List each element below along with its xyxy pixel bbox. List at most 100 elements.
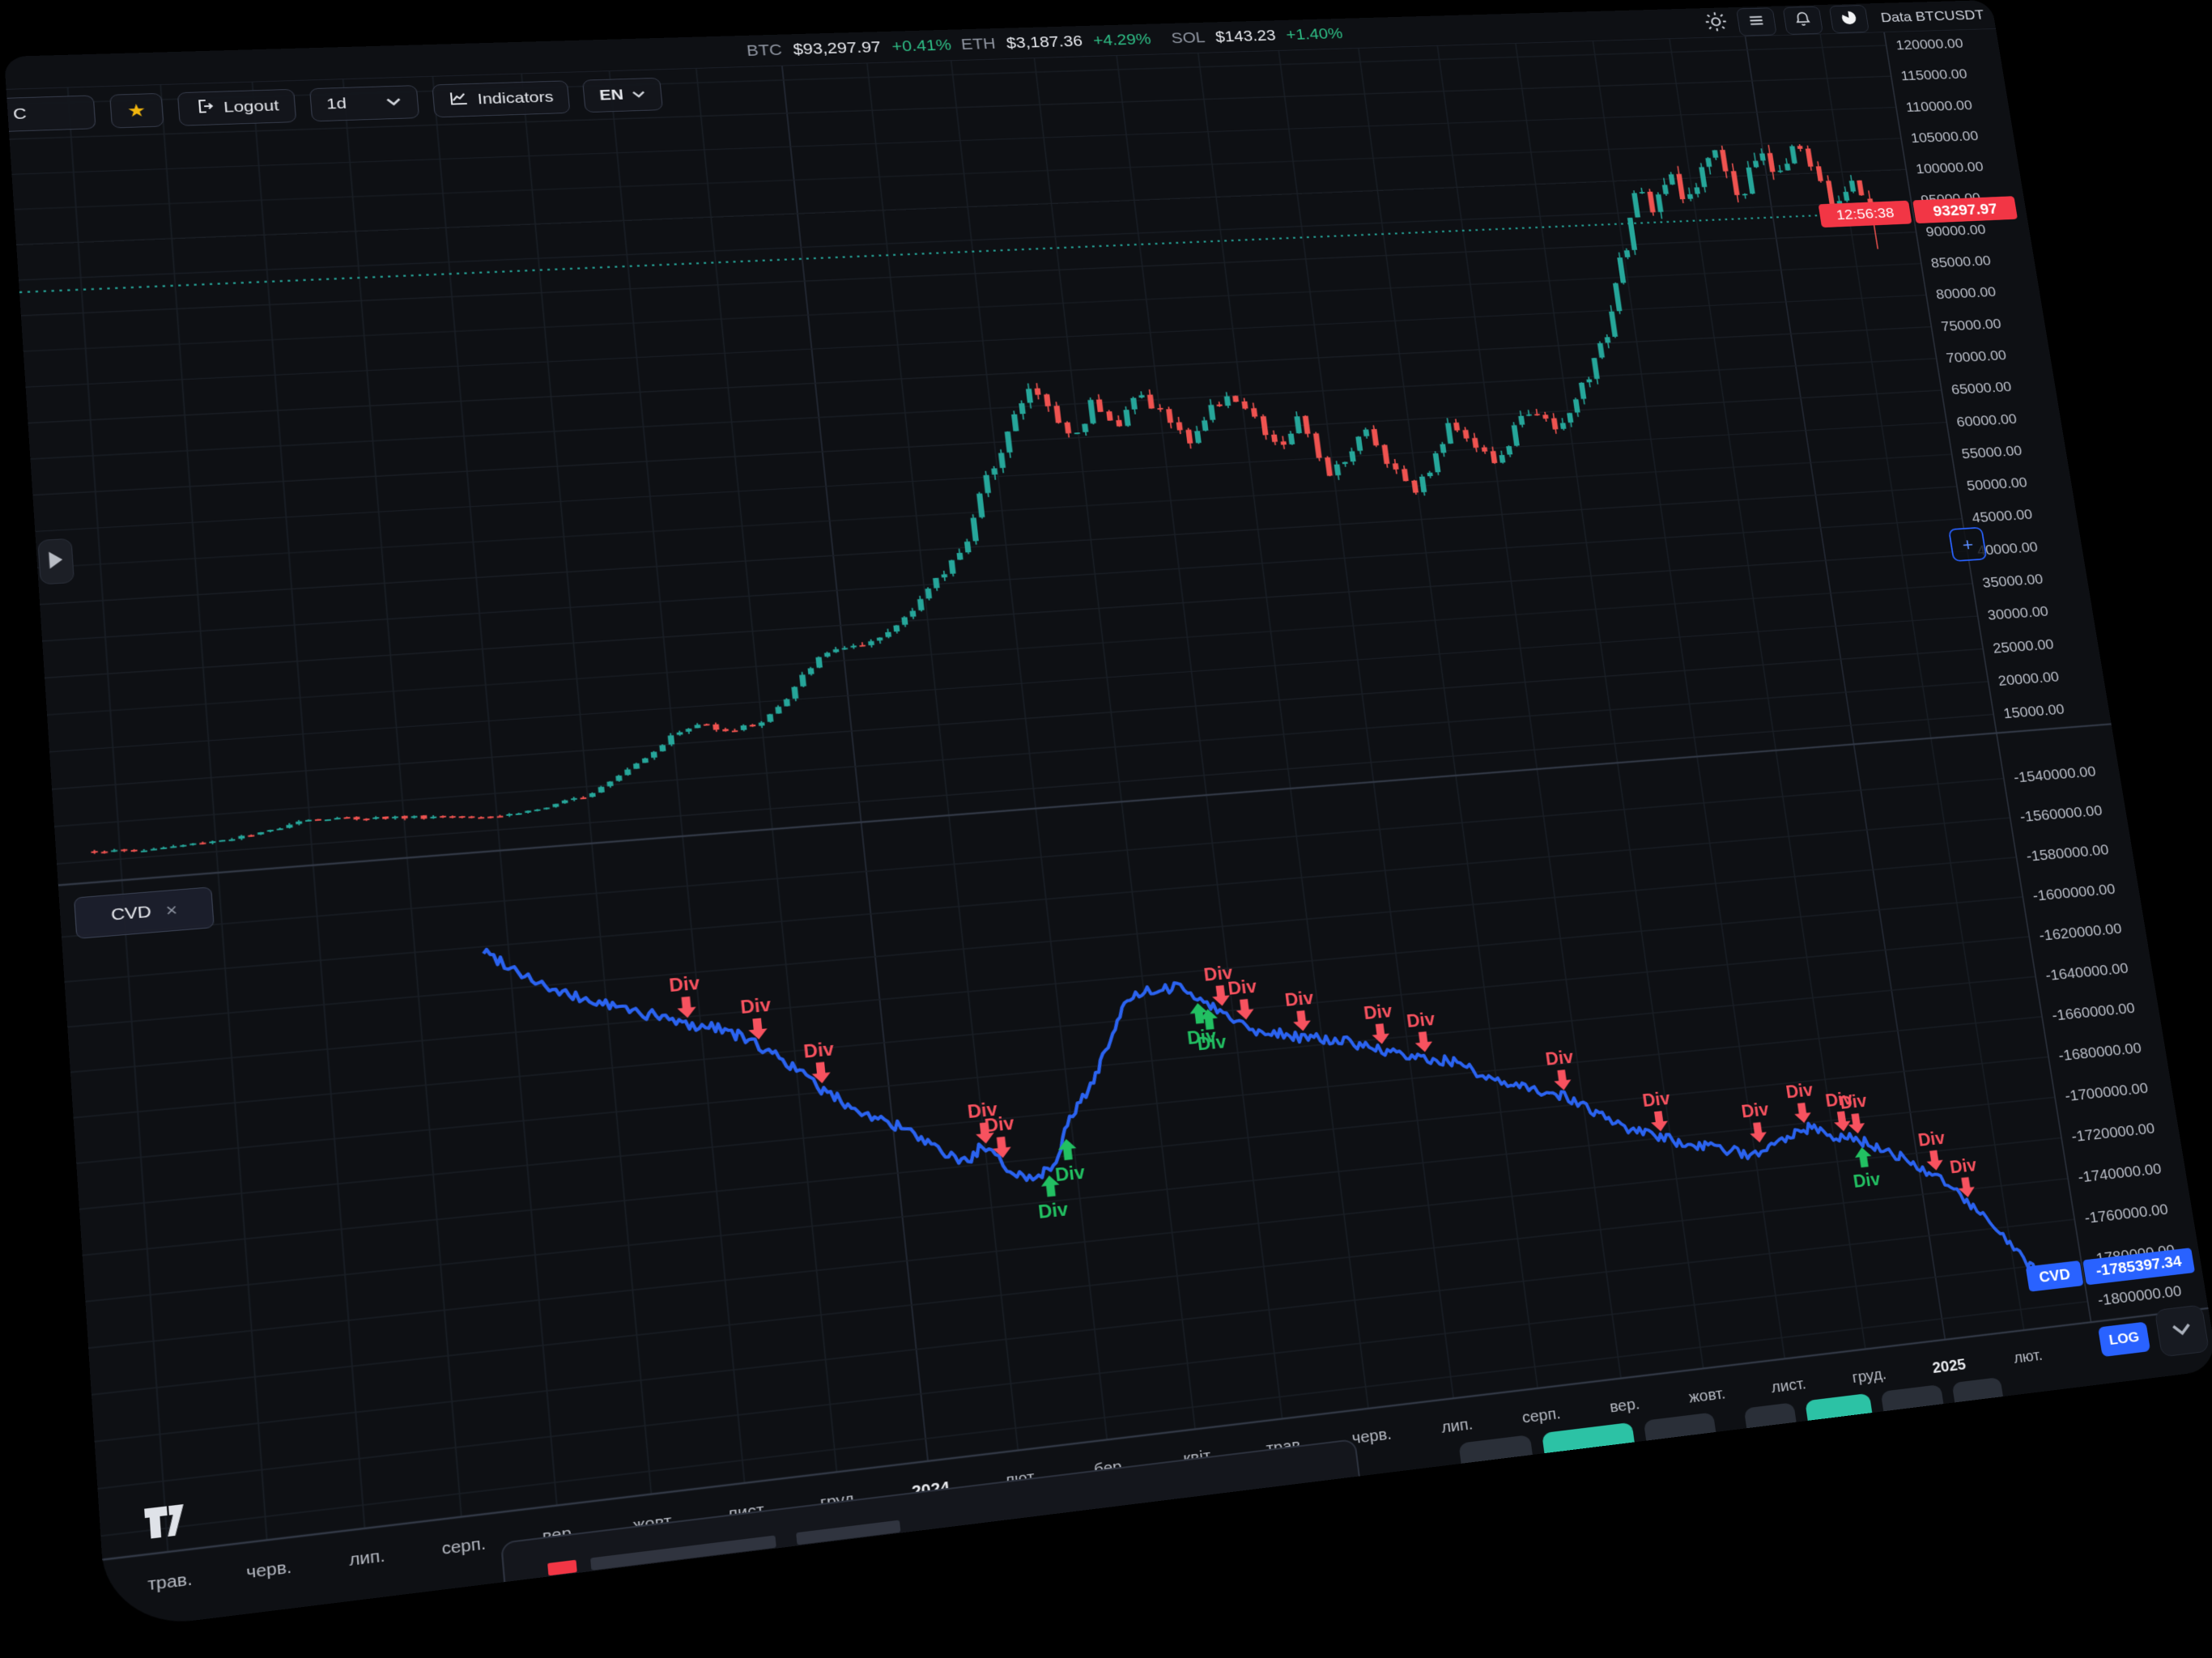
bearish-arrow-icon xyxy=(1846,1112,1866,1135)
div-label: Div xyxy=(1203,963,1234,984)
add-alert-button[interactable]: + xyxy=(1947,526,1988,563)
menu-button[interactable] xyxy=(1735,7,1777,36)
price-tick-label: 75000.00 xyxy=(1940,316,2002,334)
cvd-tick-label: -1740000.00 xyxy=(2077,1160,2163,1186)
price-tick-label: 45000.00 xyxy=(1971,507,2033,526)
ticker-eth[interactable]: ETH $3,187.36 +4.29% xyxy=(960,30,1152,53)
expand-sidebar-button[interactable] xyxy=(37,538,75,585)
grid-lines xyxy=(6,32,2091,1559)
price-tick-label: 35000.00 xyxy=(1981,572,2044,592)
cvd-tick-label: -1540000.00 xyxy=(2013,763,2097,786)
chevron-down-icon xyxy=(385,93,403,111)
ticker-symbol: SOL xyxy=(1170,28,1206,47)
bearish-arrow-icon xyxy=(1793,1102,1813,1124)
notifications-button[interactable] xyxy=(1782,6,1823,35)
cvd-tick-label: -1580000.00 xyxy=(2025,841,2110,865)
sun-icon[interactable] xyxy=(1702,10,1730,36)
dim-text-fragment xyxy=(590,1535,776,1571)
grey-action-button-clipped[interactable] xyxy=(1458,1435,1535,1480)
price-tick-label: 30000.00 xyxy=(1986,604,2049,624)
language-select[interactable]: EN xyxy=(582,77,664,113)
favorite-button[interactable]: ★ xyxy=(109,92,164,129)
grey-action-button-clipped[interactable] xyxy=(1643,1412,1718,1456)
div-label: Div xyxy=(1544,1048,1574,1069)
time-axis-label[interactable]: лют. xyxy=(2013,1347,2044,1367)
div-label: Div xyxy=(1641,1088,1671,1110)
data-source-label: Data BTCUSDT xyxy=(1879,7,1985,26)
cvd-indicator-label: CVD xyxy=(110,902,152,925)
price-tick-label: 55000.00 xyxy=(1960,443,2023,462)
ticker-price: $93,297.97 xyxy=(792,37,883,58)
price-tick-label: 90000.00 xyxy=(1925,222,1987,240)
bearish-arrow-icon xyxy=(1291,1010,1312,1032)
div-label: Div xyxy=(1283,988,1314,1010)
time-axis-label[interactable]: лип. xyxy=(348,1547,385,1570)
cvd-tick-label: -1700000.00 xyxy=(2064,1080,2149,1105)
play-icon xyxy=(46,551,66,572)
time-axis-label[interactable]: лип. xyxy=(1440,1416,1474,1437)
grey-action-button-clipped[interactable] xyxy=(1743,1402,1799,1444)
price-tick-label: 50000.00 xyxy=(1966,474,2028,494)
cvd-tick-label: -1800000.00 xyxy=(2096,1282,2182,1309)
indicators-button[interactable]: Indicators xyxy=(432,80,571,118)
grey-action-button-clipped[interactable] xyxy=(1951,1376,2006,1418)
timeframe-value: 1d xyxy=(325,95,347,113)
ticker-change: +0.41% xyxy=(891,36,952,55)
cvd-tick-label: -1760000.00 xyxy=(2083,1201,2169,1226)
logout-icon xyxy=(194,97,216,120)
symbol-search-input[interactable]: C xyxy=(5,95,96,132)
close-icon[interactable]: × xyxy=(164,899,178,921)
bearish-arrow-icon xyxy=(747,1017,768,1040)
ticker-btc[interactable]: BTC $93,297.97 +0.41% xyxy=(746,36,952,60)
time-axis-label[interactable]: серп. xyxy=(441,1535,487,1558)
ticker-sol[interactable]: SOL $143.23 +1.40% xyxy=(1170,24,1343,47)
div-label: Div xyxy=(1740,1099,1770,1121)
div-label: Div xyxy=(1852,1170,1882,1192)
bearish-arrow-icon xyxy=(1925,1150,1945,1171)
ticker-symbol: BTC xyxy=(746,40,783,60)
time-axis-label[interactable]: 2025 xyxy=(1931,1356,1967,1376)
logout-label: Logout xyxy=(223,97,280,117)
bearish-arrow-icon xyxy=(1649,1110,1670,1133)
ticker-price: $143.23 xyxy=(1214,26,1277,45)
app-window: Data BTCUSDT BTC $93,297.97 +0.41% ETH $3… xyxy=(4,0,2212,1631)
time-axis-label[interactable]: лист. xyxy=(1770,1375,1807,1397)
timeframe-select[interactable]: 1d xyxy=(308,85,420,122)
time-axis-label[interactable]: черв. xyxy=(1351,1426,1393,1448)
price-tick-label: 15000.00 xyxy=(2002,701,2065,721)
grey-action-button-clipped[interactable] xyxy=(1880,1384,1946,1426)
div-label: Div xyxy=(668,973,700,996)
time-axis-label[interactable]: груд. xyxy=(1852,1366,1888,1386)
red-badge xyxy=(547,1559,577,1576)
ticker-change: +4.29% xyxy=(1091,30,1152,49)
tradingview-logo[interactable] xyxy=(143,1503,188,1547)
dim-text-fragment xyxy=(796,1520,901,1545)
time-axis-label[interactable]: черв. xyxy=(246,1558,292,1583)
price-tick-label: 70000.00 xyxy=(1945,347,2007,366)
div-label: Div xyxy=(984,1113,1016,1136)
bearish-arrow-icon xyxy=(1832,1110,1853,1133)
collapse-pane-button[interactable] xyxy=(2154,1304,2210,1358)
logout-button[interactable]: Logout xyxy=(177,88,297,126)
ticker-symbol: ETH xyxy=(959,34,997,53)
time-axis-label[interactable]: вер. xyxy=(1609,1396,1641,1416)
div-label: Div xyxy=(1363,1001,1393,1022)
portfolio-button[interactable] xyxy=(1828,5,1870,34)
language-value: EN xyxy=(598,86,624,104)
log-scale-toggle[interactable]: LOG xyxy=(2097,1321,2151,1358)
time-axis-label[interactable]: жовт. xyxy=(1688,1385,1727,1406)
cvd-tick-label: -1660000.00 xyxy=(2051,1000,2136,1024)
cvd-tick-label: -1620000.00 xyxy=(2038,920,2123,945)
chevron-down-icon xyxy=(2170,1320,2194,1341)
price-tick-label: 105000.00 xyxy=(1910,128,1980,146)
ticker-change: +1.40% xyxy=(1285,24,1344,44)
time-axis-label[interactable]: трав. xyxy=(147,1571,194,1595)
teal-action-button-clipped[interactable] xyxy=(1805,1392,1875,1436)
ticker-price: $3,187.36 xyxy=(1005,32,1083,52)
div-label: Div xyxy=(1824,1089,1854,1111)
time-axis-label[interactable]: серп. xyxy=(1521,1405,1562,1427)
price-tick-label: 80000.00 xyxy=(1935,284,1997,302)
